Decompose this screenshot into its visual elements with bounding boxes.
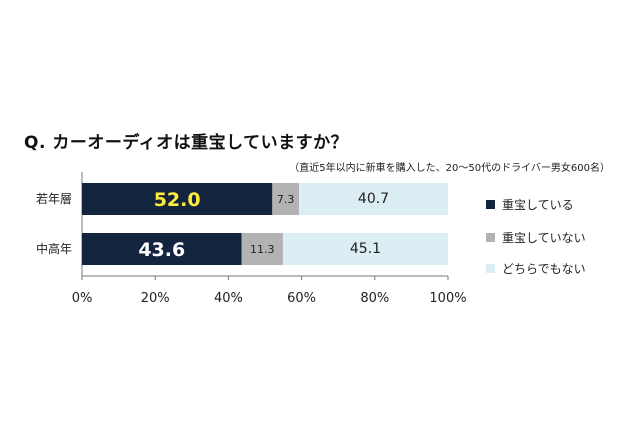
x-tick-label: 80% (360, 291, 389, 306)
x-tick-label: 40% (214, 291, 243, 306)
bar-segment (299, 183, 448, 215)
category-label: 若年層 (36, 192, 72, 206)
data-label: 45.1 (350, 241, 381, 257)
legend-swatch (486, 264, 495, 273)
data-label: 52.0 (154, 189, 201, 211)
legend-label: 重宝していない (502, 231, 586, 245)
legend-label: 重宝している (502, 198, 574, 212)
bar-segment (241, 233, 283, 265)
bar-segment (82, 233, 242, 265)
x-tick-label: 0% (72, 291, 93, 306)
chart-subtitle: （直近5年以内に新車を購入した、20～50代のドライバー男女600名） (289, 163, 610, 174)
bar-segment (272, 183, 300, 215)
data-label: 7.3 (277, 193, 295, 206)
x-tick-label: 100% (429, 291, 466, 306)
legend-swatch (486, 200, 495, 209)
data-label: 11.3 (250, 243, 275, 256)
x-tick-label: 60% (287, 291, 316, 306)
category-label: 中高年 (36, 241, 72, 256)
legend-swatch (486, 233, 495, 242)
chart-title: Q. カーオーディオは重宝していますか？ (24, 133, 349, 153)
x-tick-label: 20% (141, 291, 170, 306)
data-label: 43.6 (138, 239, 185, 261)
legend-label: どちらでもない (502, 262, 586, 276)
bar-segment (82, 183, 273, 215)
data-label: 40.7 (358, 191, 389, 207)
bar-segment (282, 233, 448, 265)
